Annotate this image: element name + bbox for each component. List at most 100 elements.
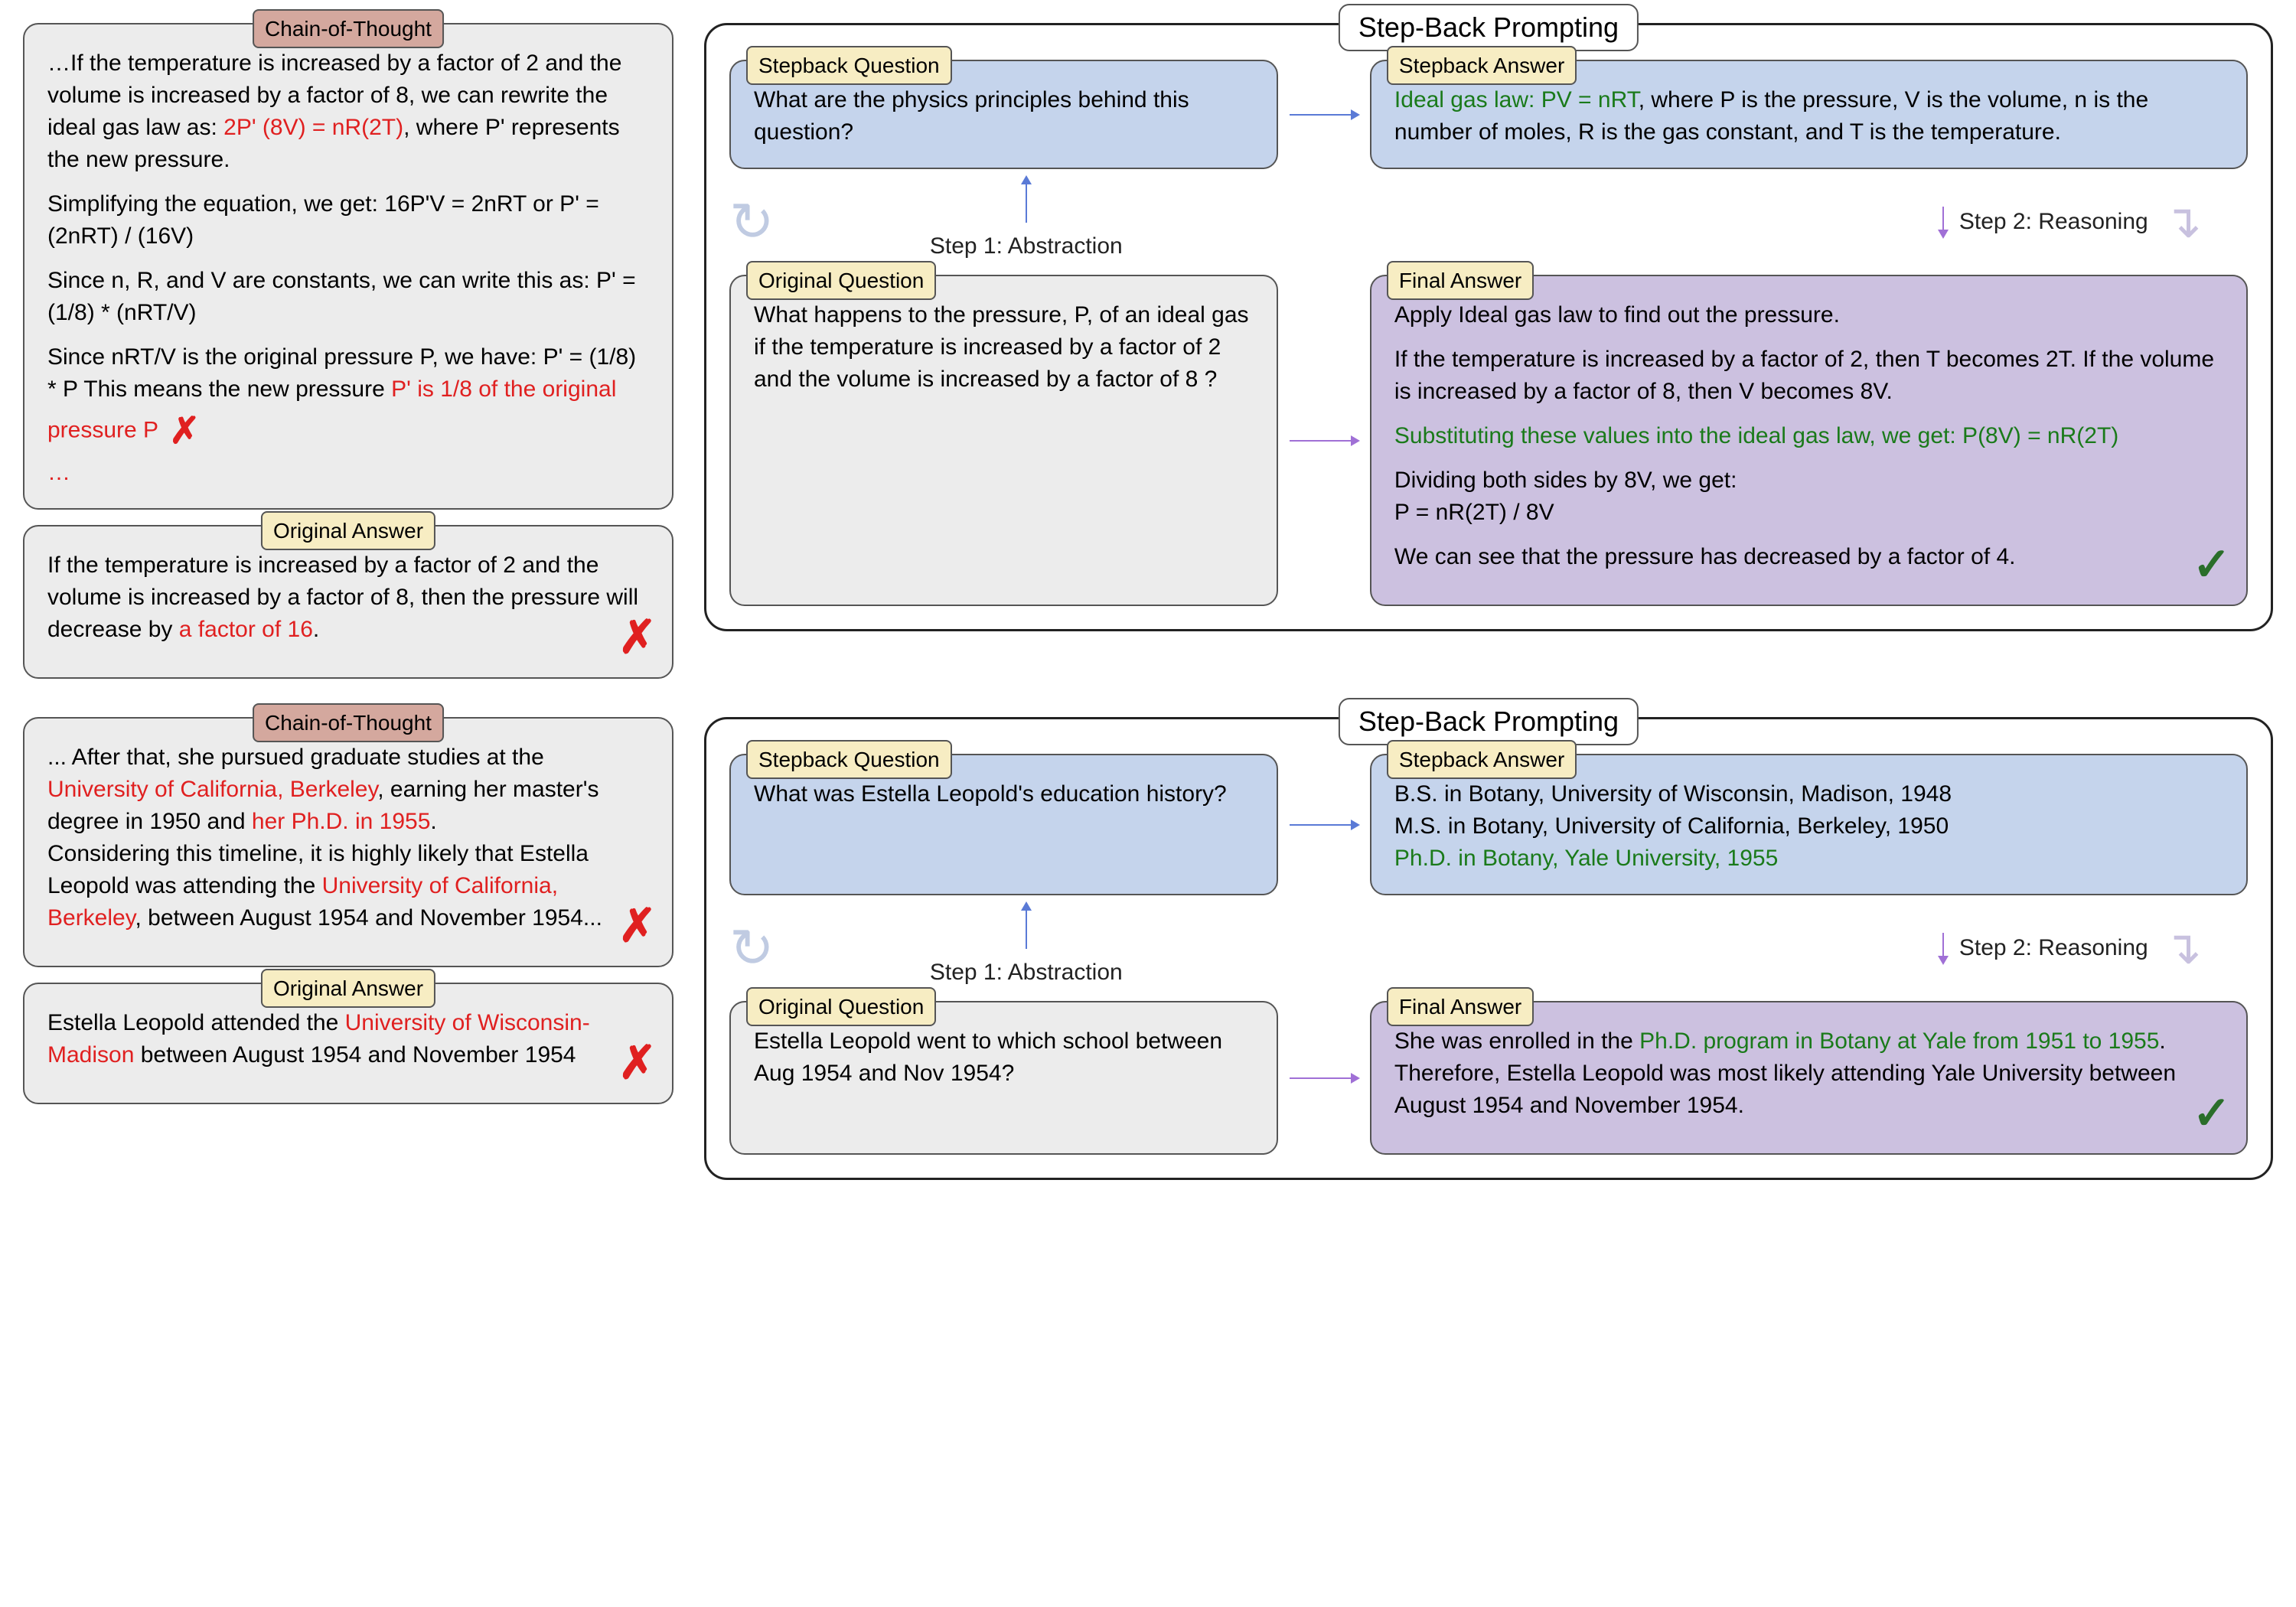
chain-of-thought-box: Chain-of-Thought ... After that, she pur…	[23, 717, 673, 967]
error-text: 2P' (8V) = nR(2T)	[223, 115, 403, 140]
final-answer-box: Final Answer She was enrolled in the Ph.…	[1370, 1001, 2248, 1155]
arrow-right-icon	[1290, 824, 1358, 826]
cot-tag: Chain-of-Thought	[253, 9, 444, 48]
arrow-down-icon	[1942, 933, 1944, 963]
original-answer-box: Original Answer Estella Leopold attended…	[23, 983, 673, 1104]
original-question-text: What happens to the pressure, P, of an i…	[754, 299, 1254, 396]
text: M.S. in Botany, University of California…	[1394, 813, 1949, 839]
stepback-answer-box: Stepback Answer B.S. in Botany, Universi…	[1370, 754, 2248, 895]
arrow-cell	[1278, 60, 1370, 169]
cot-paragraph: Since nRT/V is the original pressure P, …	[47, 341, 649, 489]
final-answer-paragraph: Substituting these values into the ideal…	[1394, 420, 2223, 452]
error-text: her Ph.D. in 1955	[252, 809, 430, 834]
error-text: …	[47, 460, 70, 485]
step1-label: Step 1: Abstraction	[930, 226, 1123, 267]
original-answer-tag: Original Answer	[261, 969, 435, 1008]
stepback-question-text: What are the physics principles behind t…	[754, 84, 1254, 148]
loop-arrow-icon: ↻	[729, 921, 775, 975]
arrow-cell	[1278, 275, 1370, 606]
final-answer-box: Final Answer Apply Ideal gas law to find…	[1370, 275, 2248, 606]
success-text: Ph.D. in Botany, Yale University, 1955	[1394, 846, 1778, 871]
original-answer-text: If the temperature is increased by a fac…	[47, 549, 649, 646]
original-question-tag: Original Question	[746, 261, 936, 300]
cross-icon: ✗	[169, 406, 200, 457]
text: ... After that, she pursued graduate stu…	[47, 745, 544, 770]
text: Estella Leopold attended the	[47, 1010, 345, 1035]
text: .	[430, 809, 436, 834]
text: .	[313, 617, 319, 642]
text: between August 1954 and November 1954	[134, 1042, 576, 1068]
step1-label: Step 1: Abstraction	[930, 952, 1123, 993]
stepback-answer-box: Stepback Answer Ideal gas law: PV = nRT,…	[1370, 60, 2248, 169]
mid-row: ↻ Step 1: Abstraction	[729, 903, 1278, 993]
text: If the temperature is increased by a fac…	[47, 553, 638, 642]
mid-row: ↻ Step 1: Abstraction	[729, 177, 1278, 267]
cot-paragraph: …If the temperature is increased by a fa…	[47, 47, 649, 176]
cot-tag: Chain-of-Thought	[253, 703, 444, 742]
error-text: University of California, Berkeley	[47, 777, 377, 802]
arrow-right-icon	[1290, 440, 1358, 442]
stepback-prompting-frame: Step-Back Prompting Stepback Question Wh…	[704, 717, 2273, 1180]
curved-arrow-icon: ↴	[2164, 199, 2202, 245]
arrow-cell	[1278, 1001, 1370, 1155]
stepback-grid: Stepback Question What was Estella Leopo…	[729, 754, 2248, 1155]
original-question-text: Estella Leopold went to which school bet…	[754, 1025, 1254, 1090]
chain-of-thought-box: Chain-of-Thought …If the temperature is …	[23, 23, 673, 510]
stepback-question-tag: Stepback Question	[746, 740, 952, 779]
cross-icon: ✗	[618, 605, 657, 670]
cross-icon: ✗	[618, 894, 657, 958]
stepback-prompting-frame: Step-Back Prompting Stepback Question Wh…	[704, 23, 2273, 631]
text: She was enrolled in the	[1394, 1028, 1639, 1054]
example-1: Chain-of-Thought …If the temperature is …	[23, 23, 2273, 679]
stepback-prompting-title: Step-Back Prompting	[1339, 4, 1639, 51]
final-answer-tag: Final Answer	[1387, 261, 1534, 300]
step2-label: Step 2: Reasoning	[1959, 201, 2148, 243]
original-question-box: Original Question What happens to the pr…	[729, 275, 1278, 606]
text: , between August 1954 and November 1954.…	[135, 905, 602, 931]
cot-paragraph: Since n, R, and V are constants, we can …	[47, 265, 649, 329]
final-answer-tag: Final Answer	[1387, 987, 1534, 1026]
error-text: a factor of 16	[179, 617, 313, 642]
arrow-right-icon	[1290, 114, 1358, 116]
stepback-answer-text: Ideal gas law: PV = nRT, where P is the …	[1394, 84, 2223, 148]
cross-icon: ✗	[618, 1031, 657, 1095]
left-column: Chain-of-Thought …If the temperature is …	[23, 23, 673, 679]
stepback-question-tag: Stepback Question	[746, 46, 952, 85]
final-answer-paragraph: Dividing both sides by 8V, we get: P = n…	[1394, 464, 2223, 529]
cot-paragraph: ... After that, she pursued graduate stu…	[47, 742, 649, 934]
final-answer-paragraph: We can see that the pressure has decreas…	[1394, 541, 2223, 573]
original-question-tag: Original Question	[746, 987, 936, 1026]
cot-paragraph: Simplifying the equation, we get: 16P'V …	[47, 188, 649, 253]
stepback-question-box: Stepback Question What are the physics p…	[729, 60, 1278, 169]
arrow-up-icon	[1026, 177, 1027, 223]
example-2: Chain-of-Thought ... After that, she pur…	[23, 717, 2273, 1180]
arrow-up-icon	[1026, 903, 1027, 949]
text: B.S. in Botany, University of Wisconsin,…	[1394, 781, 1952, 807]
step2-wrap: Step 2: Reasoning ↴	[1370, 177, 2248, 267]
stepback-answer-tag: Stepback Answer	[1387, 46, 1577, 85]
loop-arrow-icon: ↻	[729, 195, 775, 249]
arrow-right-icon	[1290, 1077, 1358, 1079]
original-answer-box: Original Answer If the temperature is in…	[23, 525, 673, 679]
right-column: Step-Back Prompting Stepback Question Wh…	[704, 717, 2273, 1180]
curved-arrow-icon: ↴	[2164, 925, 2202, 971]
original-answer-text: Estella Leopold attended the University …	[47, 1007, 649, 1071]
stepback-question-box: Stepback Question What was Estella Leopo…	[729, 754, 1278, 895]
original-answer-tag: Original Answer	[261, 511, 435, 550]
stepback-question-text: What was Estella Leopold's education his…	[754, 778, 1254, 810]
check-icon: ✓	[2193, 533, 2231, 597]
success-text: Ph.D. program in Botany at Yale from 195…	[1639, 1028, 2159, 1054]
stepback-answer-text: B.S. in Botany, University of Wisconsin,…	[1394, 778, 2223, 875]
arrow-down-icon	[1942, 207, 1944, 237]
final-answer-paragraph: Apply Ideal gas law to find out the pres…	[1394, 299, 2223, 331]
original-question-box: Original Question Estella Leopold went t…	[729, 1001, 1278, 1155]
stepback-prompting-title: Step-Back Prompting	[1339, 698, 1639, 745]
step2-wrap: Step 2: Reasoning ↴	[1370, 903, 2248, 993]
stepback-answer-tag: Stepback Answer	[1387, 740, 1577, 779]
final-answer-paragraph: If the temperature is increased by a fac…	[1394, 344, 2223, 408]
step2-label: Step 2: Reasoning	[1959, 927, 2148, 969]
right-column: Step-Back Prompting Stepback Question Wh…	[704, 23, 2273, 631]
success-text: Ideal gas law: PV = nRT	[1394, 87, 1639, 112]
final-answer-text: She was enrolled in the Ph.D. program in…	[1394, 1025, 2223, 1122]
left-column: Chain-of-Thought ... After that, she pur…	[23, 717, 673, 1104]
